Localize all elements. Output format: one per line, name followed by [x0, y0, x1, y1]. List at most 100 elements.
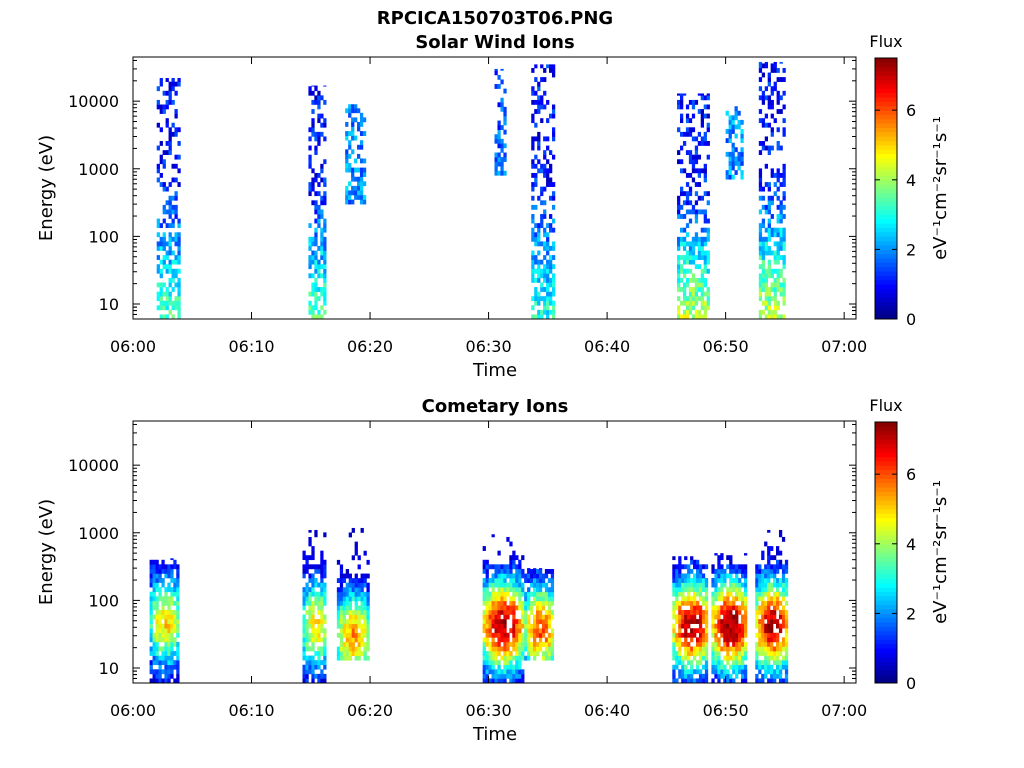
heatmap-cell: [550, 573, 555, 579]
heatmap-cell: [497, 134, 501, 140]
heatmap-cell: [174, 241, 178, 247]
heatmap-cell: [761, 550, 765, 556]
heatmap-cell: [506, 646, 510, 652]
heatmap-cell: [704, 591, 709, 597]
heatmap-cell: [695, 591, 700, 597]
heatmap-cell: [509, 564, 513, 570]
colorbar-segment: [875, 552, 897, 558]
heatmap-cell: [482, 660, 486, 666]
heatmap-cell: [688, 255, 693, 260]
heatmap-cell: [743, 673, 748, 679]
heatmap-cell: [701, 646, 706, 652]
heatmap-cell: [732, 605, 736, 611]
heatmap-cell: [551, 127, 556, 133]
heatmap-cell: [530, 591, 534, 597]
heatmap-cell: [308, 136, 312, 142]
heatmap-cell: [512, 632, 516, 638]
heatmap-cell: [363, 646, 367, 652]
heatmap-cell: [723, 614, 727, 620]
heatmap-cell: [738, 641, 742, 647]
heatmap-cell: [503, 646, 507, 652]
heatmap-cell: [311, 255, 315, 260]
heatmap-cell: [678, 641, 682, 647]
heatmap-cell: [693, 651, 697, 656]
heatmap-cell: [781, 678, 786, 684]
heatmap-cell: [543, 287, 547, 292]
heatmap-cell: [697, 309, 702, 315]
heatmap-cell: [305, 596, 309, 602]
colorbar-segment: [875, 310, 897, 316]
heatmap-cell: [170, 664, 174, 670]
heatmap-cell: [524, 591, 528, 597]
heatmap-cell: [482, 582, 486, 588]
heatmap-cell: [314, 282, 318, 288]
heatmap-cell: [308, 646, 312, 652]
heatmap-cell: [535, 578, 540, 584]
heatmap-cell: [494, 628, 498, 634]
heatmap-cell: [155, 568, 159, 574]
heatmap-cell: [345, 569, 350, 574]
heatmap-cell: [323, 159, 327, 165]
heatmap-cell: [497, 632, 501, 638]
heatmap-cell: [743, 605, 748, 611]
heatmap-cell: [758, 195, 763, 201]
heatmap-cell: [165, 122, 169, 128]
heatmap-cell: [176, 564, 180, 570]
heatmap-cell: [314, 227, 318, 233]
heatmap-cell: [770, 623, 774, 629]
heatmap-cell: [758, 255, 763, 260]
heatmap-cell: [684, 651, 688, 656]
heatmap-cell: [167, 651, 171, 656]
heatmap-cell: [308, 591, 312, 597]
heatmap-cell: [773, 81, 777, 87]
heatmap-cell: [177, 296, 181, 302]
colorbar-segment: [875, 184, 897, 189]
heatmap-cell: [714, 651, 718, 656]
heatmap-cell: [342, 614, 347, 620]
heatmap-cell: [314, 628, 318, 634]
colorbar-segment: [875, 66, 897, 72]
heatmap-cell: [734, 160, 738, 166]
heatmap-cell: [317, 268, 321, 274]
heatmap-cell: [726, 596, 730, 602]
heatmap-cell: [706, 200, 710, 206]
heatmap-cell: [534, 314, 538, 320]
colorbar-segment: [875, 478, 897, 484]
heatmap-cell: [518, 582, 522, 588]
colorbar-segment: [875, 275, 897, 281]
heatmap-cell: [758, 86, 763, 92]
heatmap-cell: [681, 655, 685, 661]
heatmap-cell: [740, 151, 744, 157]
heatmap-cell: [354, 578, 358, 584]
heatmap-cell: [700, 122, 704, 128]
heatmap-cell: [779, 200, 783, 206]
heatmap-cell: [360, 600, 364, 606]
heatmap-cell: [320, 273, 324, 279]
heatmap-cell: [506, 614, 510, 620]
heatmap-cell: [704, 678, 709, 684]
heatmap-cell: [720, 553, 724, 556]
heatmap-cell: [323, 200, 327, 206]
heatmap-cell: [781, 568, 786, 574]
heatmap-cell: [755, 587, 759, 593]
heatmap-cell: [357, 619, 361, 625]
heatmap-cell: [336, 619, 341, 625]
heatmap-cell: [682, 314, 687, 320]
heatmap-cell: [544, 569, 549, 574]
heatmap-cell: [152, 655, 156, 661]
heatmap-cell: [531, 86, 535, 92]
heatmap-cell: [170, 673, 174, 679]
heatmap-cell: [538, 587, 543, 593]
panel-title: Solar Wind Ions: [415, 32, 574, 53]
heatmap-cell: [779, 282, 783, 288]
heatmap-cell: [543, 309, 547, 315]
heatmap-cell: [694, 300, 699, 306]
heatmap-cell: [543, 77, 547, 82]
heatmap-cell: [682, 214, 687, 219]
heatmap-cell: [537, 81, 541, 87]
heatmap-cell: [782, 118, 786, 124]
heatmap-cell: [149, 605, 153, 611]
heatmap-cell: [688, 159, 693, 165]
heatmap-cell: [770, 90, 774, 96]
heatmap-cell: [500, 161, 504, 167]
